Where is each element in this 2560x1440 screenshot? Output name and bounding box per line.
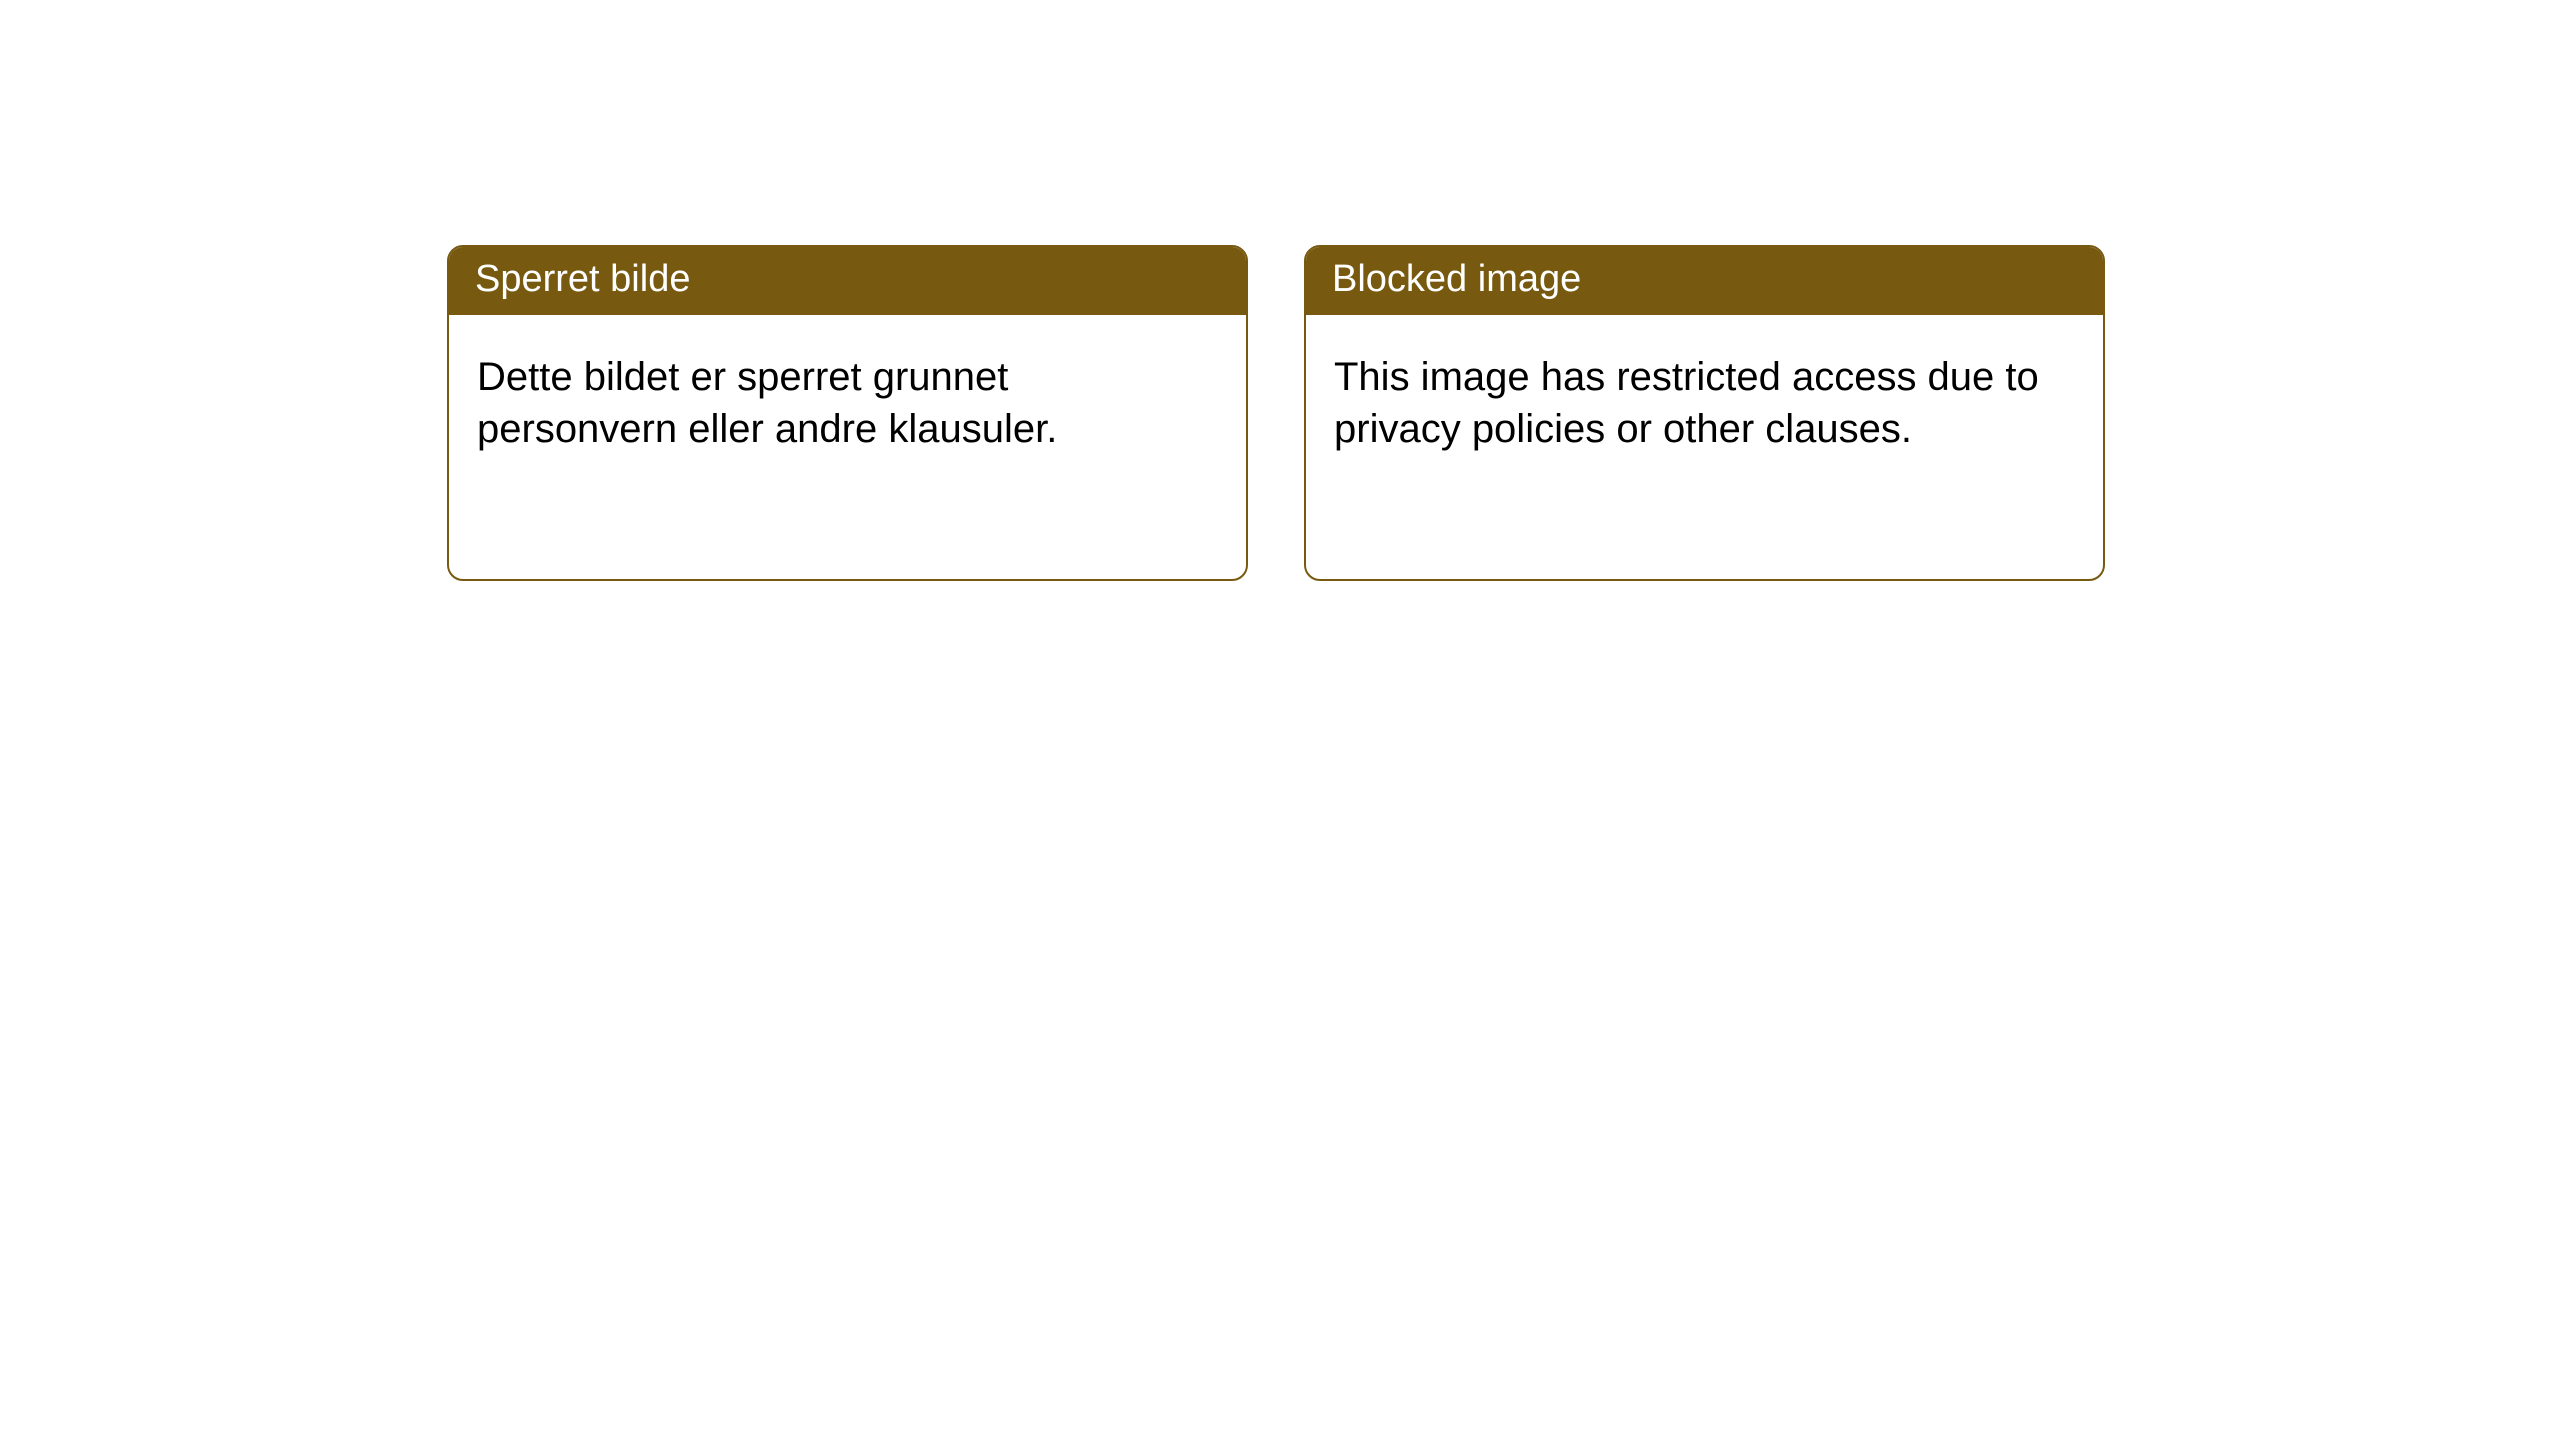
card-body-text: Dette bildet er sperret grunnet personve…: [477, 355, 1057, 452]
notice-card-english: Blocked image This image has restricted …: [1304, 245, 2105, 581]
card-body: This image has restricted access due to …: [1306, 315, 2103, 493]
notice-cards-container: Sperret bilde Dette bildet er sperret gr…: [0, 0, 2560, 581]
card-title: Sperret bilde: [475, 258, 690, 300]
card-header: Sperret bilde: [449, 247, 1246, 315]
card-body-text: This image has restricted access due to …: [1334, 355, 2039, 452]
card-title: Blocked image: [1332, 258, 1581, 300]
card-body: Dette bildet er sperret grunnet personve…: [449, 315, 1246, 493]
notice-card-norwegian: Sperret bilde Dette bildet er sperret gr…: [447, 245, 1248, 581]
card-header: Blocked image: [1306, 247, 2103, 315]
